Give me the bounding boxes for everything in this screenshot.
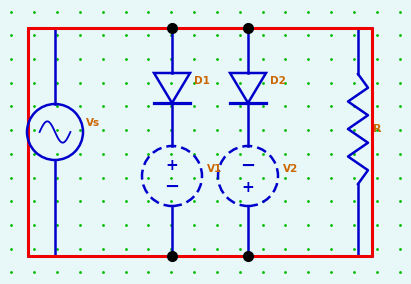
- Text: V2: V2: [283, 164, 298, 174]
- Text: +: +: [166, 158, 178, 173]
- Text: D1: D1: [194, 76, 210, 86]
- Text: −: −: [240, 156, 256, 174]
- Text: D2: D2: [270, 76, 286, 86]
- Text: −: −: [164, 178, 180, 197]
- Text: Vs: Vs: [86, 118, 100, 128]
- Text: R: R: [373, 124, 381, 134]
- Text: +: +: [242, 180, 254, 195]
- Text: V1: V1: [207, 164, 222, 174]
